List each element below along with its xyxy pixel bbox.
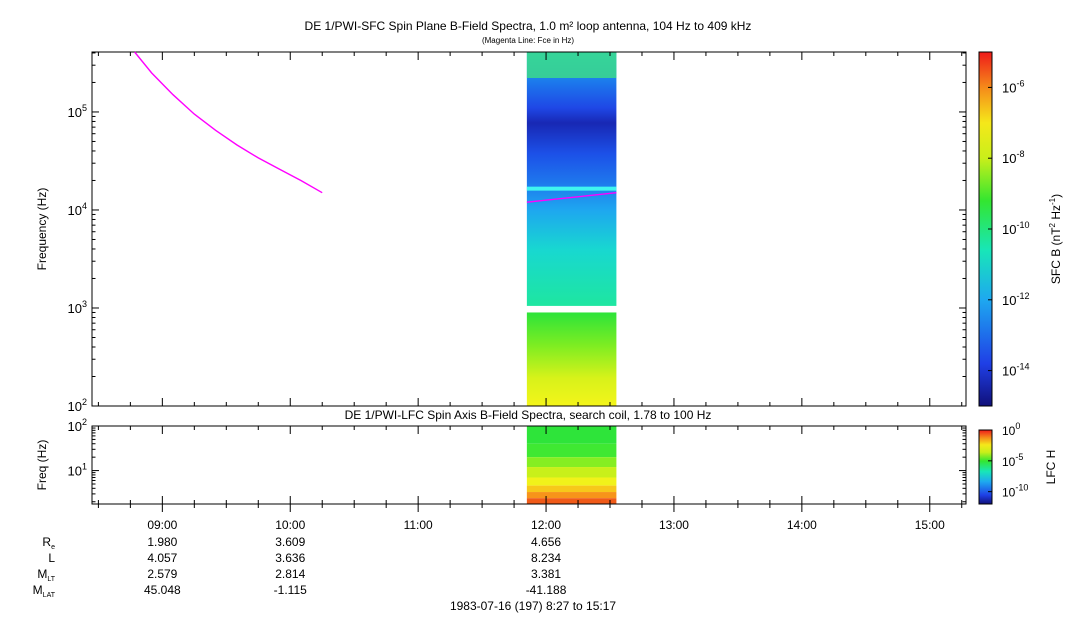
sfc-colorbar-label: SFC B (nT2 Hz-1) — [1048, 194, 1063, 284]
y-tick-label: 102 — [68, 417, 87, 434]
sfc-plot-frame — [91, 51, 967, 407]
time-axis-labels: 09:00 10:00 11:00 12:00 13:00 14:00 15:00 — [147, 518, 945, 532]
top-panel-subtitle: (Magenta Line: Fce in Hz) — [482, 36, 574, 45]
sfc-colorbar-ticks: 10-6 10-8 10-10 10-12 10-14 — [988, 78, 1029, 379]
ephemeris-value: 45.048 — [144, 583, 181, 597]
lfc-band-4 — [526, 477, 617, 486]
lfc-band-6 — [526, 492, 617, 499]
sfc-low-band — [526, 312, 617, 406]
colorbar-tick-label: 10-10 — [1002, 483, 1028, 500]
y-tick-label: 103 — [68, 299, 87, 316]
ephemeris-row-label: MLT — [37, 567, 55, 583]
lfc-colorbar-label: LFC H — [1044, 450, 1058, 485]
time-tick-label: 11:00 — [404, 518, 433, 532]
lfc-plot-frame — [91, 425, 967, 505]
colorbar-tick-label: 10-5 — [1002, 452, 1023, 469]
bottom-panel-title: DE 1/PWI-LFC Spin Axis B-Field Spectra, … — [345, 408, 712, 422]
time-range-footer: 1983-07-16 (197) 8:27 to 15:17 — [450, 599, 616, 613]
ephemeris-row-label: Re — [42, 535, 55, 551]
top-panel-title: DE 1/PWI-SFC Spin Plane B-Field Spectra,… — [305, 19, 752, 33]
fce-magenta-line — [134, 51, 617, 203]
sfc-high-band-top-burst — [526, 52, 617, 78]
ephemeris-table: Re 1.980 3.609 4.656 L 4.057 3.636 8.234 MLT 2.57… — [33, 535, 567, 599]
ephemeris-value: 3.636 — [275, 551, 305, 565]
ephemeris-value: 4.656 — [531, 535, 561, 549]
lfc-y-axis: 101 102 — [68, 417, 966, 503]
time-tick-label: 09:00 — [147, 518, 177, 532]
y-tick-label: 105 — [68, 103, 87, 120]
time-tick-label: 12:00 — [531, 518, 561, 532]
time-tick-label: 14:00 — [787, 518, 817, 532]
time-tick-label: 13:00 — [659, 518, 689, 532]
sfc-cyan-stripe — [526, 186, 617, 191]
ephemeris-value: -41.188 — [526, 583, 567, 597]
ephemeris-value: 4.057 — [147, 551, 177, 565]
sfc-x-ticks — [97, 52, 963, 406]
ephemeris-value: 8.234 — [531, 551, 561, 565]
lfc-band-7 — [526, 498, 617, 504]
colorbar-tick-label: 100 — [1002, 421, 1020, 438]
lfc-x-ticks — [97, 426, 963, 512]
lfc-band-3 — [526, 467, 617, 478]
time-tick-label: 10:00 — [275, 518, 305, 532]
ephemeris-row-label: L — [48, 551, 55, 565]
ephemeris-value: 3.381 — [531, 567, 561, 581]
ephemeris-value: 2.814 — [275, 567, 305, 581]
colorbar-tick-label: 10-10 — [1002, 220, 1029, 237]
y-tick-label: 102 — [68, 397, 87, 414]
colorbar-tick-label: 10-14 — [1002, 362, 1029, 379]
ephemeris-value: 1.980 — [147, 535, 177, 549]
lfc-band-1 — [526, 443, 617, 458]
sfc-y-axis: 102 103 104 105 — [68, 52, 966, 414]
y-tick-label: 104 — [68, 201, 87, 218]
lfc-band-0 — [526, 426, 617, 444]
colorbar-tick-label: 10-8 — [1002, 149, 1024, 166]
lfc-band-2 — [526, 457, 617, 468]
colorbar-tick-label: 10-12 — [1002, 291, 1029, 308]
lfc-colorbar-ticks: 100 10-5 10-10 — [988, 421, 1028, 500]
sfc-high-band — [526, 52, 617, 306]
lfc-spectrogram-data — [526, 426, 617, 504]
time-tick-label: 15:00 — [915, 518, 945, 532]
ephemeris-value: -1.115 — [274, 583, 307, 597]
sfc-spectrogram-data — [526, 52, 617, 406]
lfc-colorbar — [978, 429, 993, 505]
lfc-band-5 — [526, 485, 617, 493]
lfc-y-axis-label: Freq (Hz) — [35, 440, 49, 491]
colorbar-tick-label: 10-6 — [1002, 78, 1024, 95]
ephemeris-value: 3.609 — [275, 535, 305, 549]
ephemeris-value: 2.579 — [147, 567, 177, 581]
sfc-y-axis-label: Frequency (Hz) — [35, 188, 49, 271]
ephemeris-row-label: MLAT — [33, 583, 56, 599]
y-tick-label: 101 — [68, 462, 87, 479]
